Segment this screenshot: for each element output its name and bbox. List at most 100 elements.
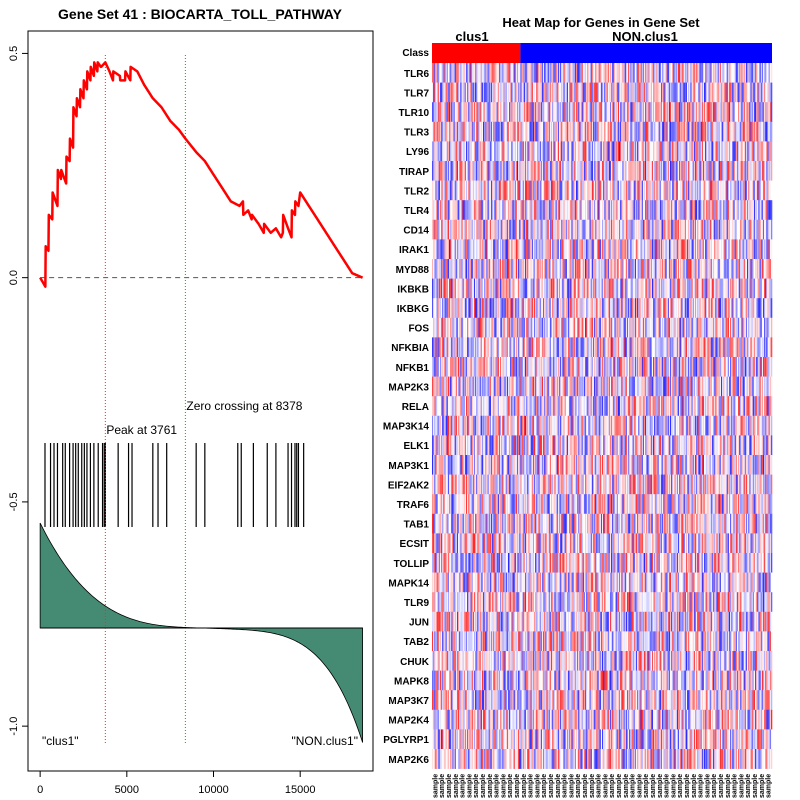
- heatmap-cell: [555, 278, 557, 299]
- heatmap-cell: [634, 259, 637, 279]
- heatmap-cell: [670, 121, 672, 142]
- heatmap-cell: [612, 200, 614, 221]
- heatmap-cell: [608, 219, 611, 240]
- heatmap-cell: [591, 259, 594, 279]
- heatmap-cell: [632, 337, 635, 358]
- heatmap-cell: [649, 239, 652, 260]
- heatmap-cell: [529, 102, 531, 123]
- heatmap-cell: [649, 317, 652, 338]
- heatmap-cell: [528, 337, 530, 358]
- heatmap-cell: [674, 298, 676, 319]
- heatmap-cell: [687, 161, 689, 181]
- heatmap-cell: [478, 161, 480, 181]
- heatmap-cell: [513, 259, 516, 279]
- heatmap-cell: [485, 141, 487, 162]
- heatmap-cell: [693, 317, 696, 338]
- heatmap-cell: [677, 121, 680, 142]
- heatmap-cell: [611, 317, 613, 338]
- heatmap-cell: [551, 141, 553, 162]
- heatmap-cell: [638, 317, 640, 338]
- heatmap-cell: [569, 317, 571, 338]
- heatmap-cell: [677, 259, 680, 279]
- heatmap-cell: [522, 239, 525, 260]
- heatmap-cell: [748, 357, 750, 377]
- heatmap-cell: [765, 121, 767, 142]
- heatmap-cell: [717, 337, 720, 358]
- heatmap-cell: [731, 298, 733, 319]
- heatmap-cell: [580, 337, 582, 358]
- heatmap-cell: [495, 317, 497, 338]
- heatmap-cell: [766, 63, 768, 83]
- heatmap-cell: [645, 161, 647, 181]
- heatmap-cell: [582, 121, 585, 142]
- es-line: [39, 61, 364, 288]
- heatmap-cell: [569, 102, 571, 123]
- heatmap-cell: [599, 298, 602, 319]
- heatmap-cell: [605, 63, 607, 83]
- heatmap-cell: [607, 180, 610, 201]
- heatmap-cell: [574, 259, 577, 279]
- heatmap-cell: [660, 219, 663, 240]
- heatmap-cell: [529, 141, 531, 162]
- heatmap-cell: [538, 200, 540, 221]
- heatmap-cell: [502, 317, 504, 338]
- heatmap-cell: [569, 121, 571, 142]
- heatmap-cell: [513, 82, 516, 103]
- heatmap-cell: [680, 357, 682, 377]
- heatmap-cell: [594, 102, 596, 123]
- heatmap-cell: [433, 337, 435, 358]
- heatmap-cell: [740, 239, 742, 260]
- heatmap-cell: [494, 337, 496, 358]
- heatmap-cell: [648, 337, 650, 358]
- heatmap-cell: [479, 317, 482, 338]
- heatmap-cell: [450, 298, 452, 319]
- heatmap-cell: [629, 82, 631, 103]
- heatmap-cell: [534, 63, 536, 83]
- heatmap-cell: [649, 161, 652, 181]
- heatmap-cell: [562, 180, 564, 201]
- heatmap-cell: [577, 357, 579, 377]
- heatmap-cell: [735, 239, 738, 260]
- heatmap-cell: [744, 259, 747, 279]
- heatmap-cell: [743, 239, 746, 260]
- heatmap-cell: [731, 259, 733, 279]
- heatmap-cell: [648, 180, 650, 201]
- heatmap-cell: [556, 161, 559, 181]
- heatmap-cell: [629, 219, 631, 240]
- heatmap-cell: [636, 102, 638, 123]
- heatmap-cell: [464, 259, 467, 279]
- heatmap-cell: [766, 121, 768, 142]
- heatmap-cell: [606, 337, 608, 358]
- heatmap-cell: [603, 82, 605, 103]
- heatmap-cell: [562, 63, 564, 83]
- heatmap-cell: [730, 317, 732, 338]
- heatmap-cell: [688, 121, 690, 142]
- heatmap-cell: [759, 259, 761, 279]
- heatmap-cell: [460, 239, 462, 260]
- heatmap-cell: [557, 317, 560, 338]
- heatmap-cell: [624, 337, 627, 358]
- heatmap-cell: [526, 278, 528, 299]
- heatmap-cell: [707, 278, 709, 299]
- heatmap-cell: [523, 239, 526, 260]
- heatmap-cell: [655, 317, 657, 338]
- heatmap-cell: [484, 376, 486, 397]
- heatmap-cell: [725, 357, 727, 377]
- heatmap-cell: [476, 180, 478, 201]
- heatmap-cell: [632, 239, 635, 260]
- heatmap-cell: [622, 278, 624, 299]
- heatmap-cell: [632, 317, 635, 338]
- heatmap-cell: [496, 180, 499, 201]
- heatmap-cell: [595, 219, 597, 240]
- heatmap-cell: [716, 337, 718, 358]
- heatmap-cell: [591, 298, 594, 319]
- heatmap-cell: [711, 200, 714, 221]
- heatmap-cell: [647, 180, 649, 201]
- heatmap-cell: [478, 337, 480, 358]
- heatmap-cell: [626, 121, 629, 142]
- heatmap-cell: [541, 317, 544, 338]
- heatmap-cell: [560, 180, 562, 201]
- heatmap-cell: [455, 298, 458, 319]
- heatmap-cell: [602, 63, 604, 83]
- heatmap-cell: [609, 259, 612, 279]
